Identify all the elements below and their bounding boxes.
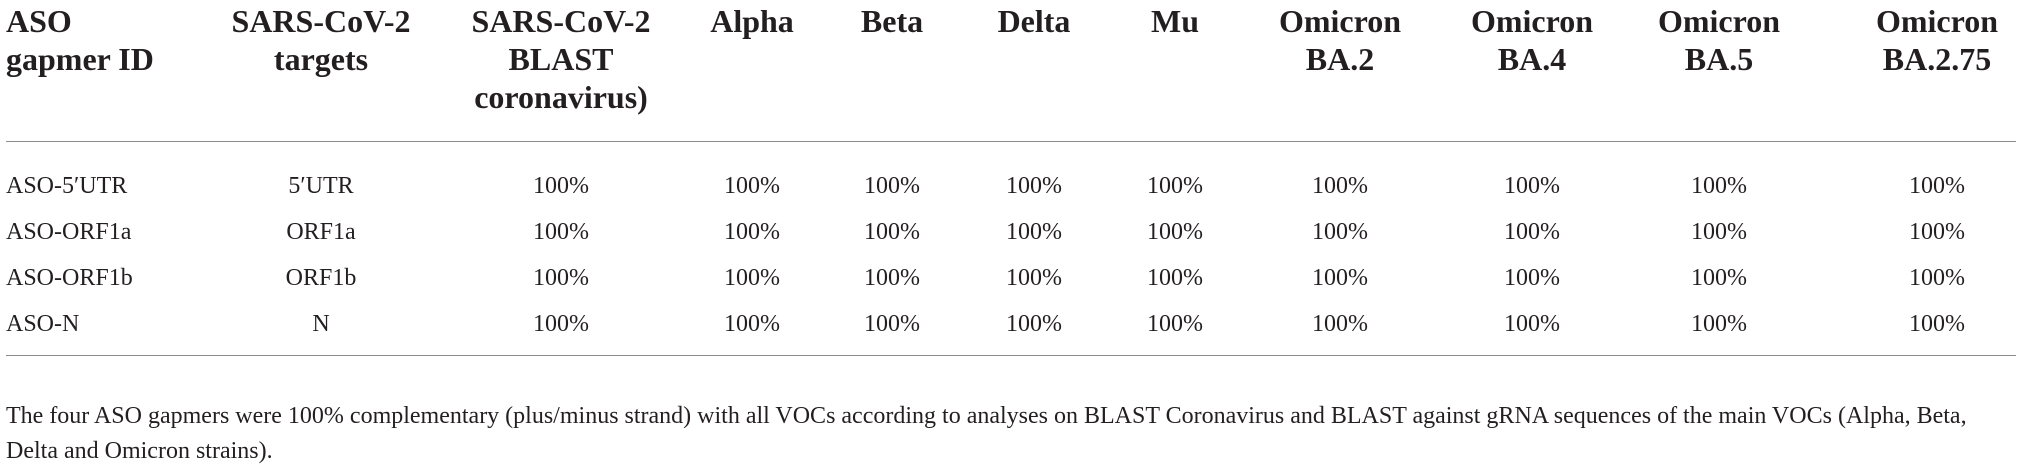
row-aso-id: ASO-ORF1b <box>6 265 133 291</box>
row-blast-value: 100% <box>533 173 589 199</box>
row-alpha-value: 100% <box>724 219 780 245</box>
row-omicron-ba2-value: 100% <box>1312 219 1368 245</box>
row-alpha-value: 100% <box>724 265 780 291</box>
row-blast-value: 100% <box>533 219 589 245</box>
header-line: Omicron <box>1657 3 1781 39</box>
row-omicron-ba275-value: 100% <box>1909 173 1965 199</box>
row-alpha-value: 100% <box>724 311 780 337</box>
row-beta-value: 100% <box>864 219 920 245</box>
row-blast-value: 100% <box>533 265 589 291</box>
header-line: SARS-CoV-2 <box>471 3 651 39</box>
row-omicron-ba2-value: 100% <box>1312 311 1368 337</box>
header-line: gapmer ID <box>6 41 154 77</box>
row-omicron-ba275-value: 100% <box>1909 219 1965 245</box>
header-line: BA.2 <box>1305 41 1375 77</box>
row-omicron-ba5-value: 100% <box>1691 173 1747 199</box>
header-line: BA.4 <box>1497 41 1567 77</box>
header-line: Mu <box>1151 3 1199 39</box>
header-divider <box>6 141 2016 142</box>
row-target: 5′UTR <box>288 173 354 199</box>
row-omicron-ba4-value: 100% <box>1504 311 1560 337</box>
header-omicron-ba4: Omicron BA.4 <box>1471 2 1593 78</box>
header-sars-cov-2-targets: SARS-CoV-2 targets <box>232 2 411 78</box>
row-delta-value: 100% <box>1006 311 1062 337</box>
row-omicron-ba5-value: 100% <box>1691 311 1747 337</box>
row-omicron-ba2-value: 100% <box>1312 173 1368 199</box>
header-line: Delta <box>997 3 1071 39</box>
row-omicron-ba275-value: 100% <box>1909 265 1965 291</box>
row-beta-value: 100% <box>864 173 920 199</box>
row-omicron-ba5-value: 100% <box>1691 265 1747 291</box>
header-line: Omicron <box>1278 3 1402 39</box>
header-omicron-ba5: Omicron BA.5 <box>1658 2 1780 78</box>
header-omicron-ba275: Omicron BA.2.75 <box>1876 2 1998 78</box>
row-beta-value: 100% <box>864 265 920 291</box>
table-row: ASO-5′UTR 5′UTR 100% 100% 100% 100% 100%… <box>0 163 2019 209</box>
row-omicron-ba4-value: 100% <box>1504 173 1560 199</box>
header-line: Omicron <box>1875 3 1999 39</box>
row-omicron-ba275-value: 100% <box>1909 311 1965 337</box>
row-mu-value: 100% <box>1147 311 1203 337</box>
table-bottom-divider <box>6 355 2016 356</box>
header-omicron-ba2: Omicron BA.2 <box>1279 2 1401 78</box>
header-line: Omicron <box>1470 3 1594 39</box>
table-row: ASO-ORF1a ORF1a 100% 100% 100% 100% 100%… <box>0 209 2019 255</box>
header-line: targets <box>273 41 369 77</box>
row-mu-value: 100% <box>1147 265 1203 291</box>
row-delta-value: 100% <box>1006 219 1062 245</box>
header-line: BLAST <box>508 41 614 77</box>
row-beta-value: 100% <box>864 311 920 337</box>
row-target: ORF1b <box>285 265 357 291</box>
header-line: SARS-CoV-2 <box>231 3 411 39</box>
header-delta: Delta <box>998 2 1071 40</box>
row-omicron-ba5-value: 100% <box>1691 219 1747 245</box>
row-delta-value: 100% <box>1006 265 1062 291</box>
header-line: BA.5 <box>1684 41 1754 77</box>
row-blast-value: 100% <box>533 311 589 337</box>
table-row: ASO-ORF1b ORF1b 100% 100% 100% 100% 100%… <box>0 255 2019 301</box>
table-row: ASO-N N 100% 100% 100% 100% 100% 100% 10… <box>0 301 2019 347</box>
row-delta-value: 100% <box>1006 173 1062 199</box>
row-omicron-ba4-value: 100% <box>1504 265 1560 291</box>
header-line: BA.2.75 <box>1882 41 1992 77</box>
header-beta: Beta <box>861 2 923 40</box>
row-mu-value: 100% <box>1147 173 1203 199</box>
header-sars-cov-2-blast: SARS-CoV-2 BLAST coronavirus) <box>472 2 651 116</box>
header-alpha: Alpha <box>710 2 794 40</box>
row-aso-id: ASO-5′UTR <box>6 173 128 199</box>
header-line: ASO <box>6 3 72 39</box>
header-aso-gapmer-id: ASO gapmer ID <box>6 2 154 78</box>
header-line: coronavirus) <box>474 79 648 115</box>
header-line: Alpha <box>710 3 794 39</box>
row-omicron-ba4-value: 100% <box>1504 219 1560 245</box>
table-footnote: The four ASO gapmers were 100% complemen… <box>6 403 1967 464</box>
row-omicron-ba2-value: 100% <box>1312 265 1368 291</box>
row-mu-value: 100% <box>1147 219 1203 245</box>
row-target: ORF1a <box>286 219 356 245</box>
row-target: N <box>312 311 330 337</box>
header-line: Beta <box>860 3 924 39</box>
row-aso-id: ASO-ORF1a <box>6 219 132 245</box>
row-aso-id: ASO-N <box>6 311 80 337</box>
header-mu: Mu <box>1151 2 1199 40</box>
row-alpha-value: 100% <box>724 173 780 199</box>
